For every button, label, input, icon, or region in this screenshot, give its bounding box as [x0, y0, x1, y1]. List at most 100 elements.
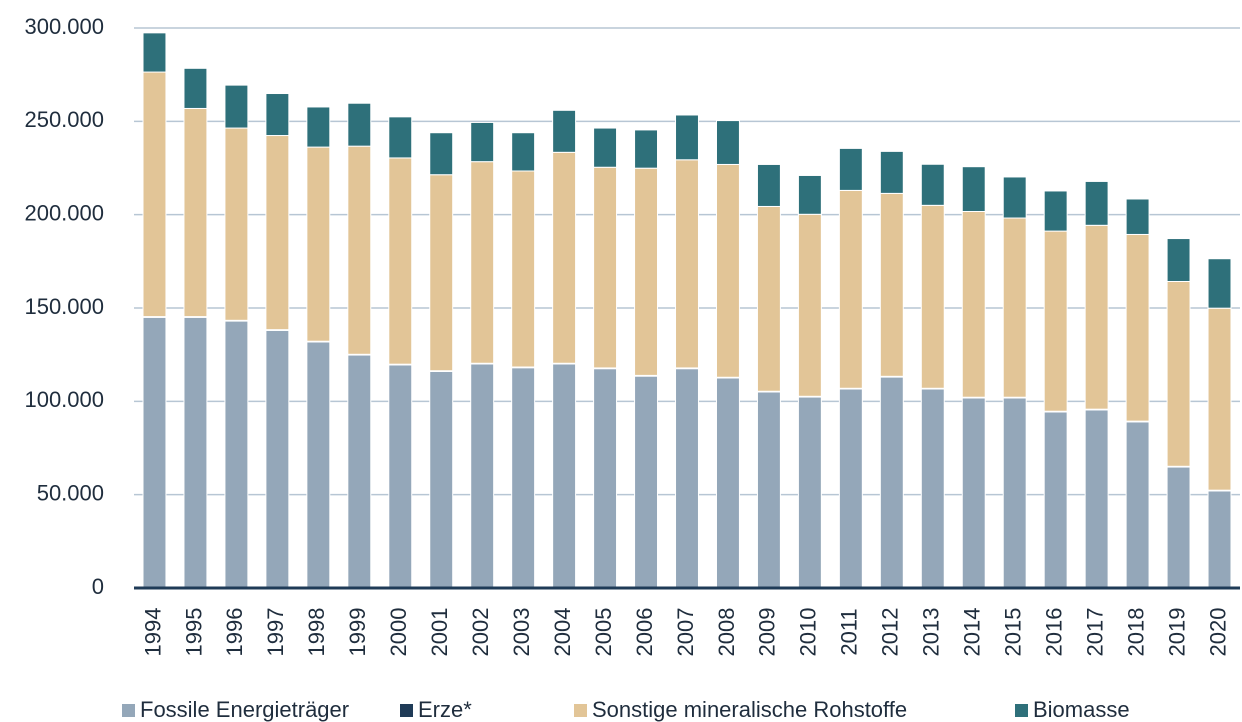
bar-segment	[838, 189, 863, 389]
bar-segment	[1043, 230, 1068, 412]
bar-segment	[961, 210, 986, 398]
x-tick-label: 2014	[960, 608, 985, 657]
bar-segment	[1125, 233, 1150, 422]
bar-segment	[797, 396, 822, 589]
bar-segment	[1125, 198, 1150, 235]
x-tick-label: 2001	[427, 608, 452, 657]
bar-segment	[142, 71, 167, 318]
y-tick-label: 200.000	[24, 200, 104, 225]
bar-segment	[306, 341, 331, 589]
bar-segment	[920, 204, 945, 389]
x-tick-label: 1996	[222, 608, 247, 657]
bar-segment	[388, 157, 413, 365]
x-tick-label: 2020	[1205, 608, 1230, 657]
bar-segment	[879, 376, 904, 589]
bar-segment	[429, 370, 454, 589]
bar-segment	[511, 132, 536, 172]
bar-segment	[429, 174, 454, 372]
x-tick-label: 2006	[632, 608, 657, 657]
x-tick-label: 1997	[263, 608, 288, 657]
legend-label: Sonstige mineralische Rohstoffe	[592, 697, 907, 722]
bar-segment	[1166, 280, 1191, 467]
bar-segment	[920, 163, 945, 206]
bar-segment	[183, 67, 208, 109]
bar-segment	[675, 159, 699, 369]
bar-segment	[347, 102, 372, 147]
bar-segment	[265, 135, 290, 331]
bar-segment	[142, 316, 167, 589]
bar-segment	[265, 93, 290, 137]
bar-segment	[306, 106, 331, 148]
bar-segment	[511, 367, 536, 589]
bar-segment	[470, 363, 495, 589]
bar-segment	[1002, 176, 1027, 219]
x-tick-label: 2013	[919, 608, 944, 657]
x-tick-label: 2004	[550, 608, 575, 657]
bar-segment	[756, 205, 781, 392]
bar-segment	[838, 147, 863, 191]
x-tick-label: 2008	[714, 608, 739, 657]
x-tick-label: 2015	[1001, 608, 1026, 657]
bar-segment	[183, 316, 208, 589]
legend-swatch	[1015, 704, 1028, 717]
x-tick-label: 2019	[1164, 608, 1189, 657]
x-tick-label: 2011	[837, 608, 862, 655]
x-tick-label: 2017	[1082, 608, 1107, 657]
bar-segment	[1043, 190, 1068, 232]
bar-segment	[879, 192, 904, 377]
bar-segment	[265, 329, 290, 589]
x-tick-label: 1995	[181, 608, 206, 657]
bar-segment	[388, 364, 413, 589]
legend-label: Erze*	[418, 697, 472, 722]
bar-segment	[306, 146, 331, 342]
x-tick-label: 2010	[796, 608, 821, 657]
y-tick-label: 250.000	[24, 107, 104, 132]
bar-segment	[920, 388, 945, 589]
bar-segment	[347, 354, 372, 589]
bar-segment	[1166, 466, 1191, 589]
x-tick-label: 2016	[1041, 608, 1066, 657]
bar-segment	[142, 32, 167, 73]
bar-segment	[1084, 224, 1109, 410]
bar-segment	[470, 161, 495, 364]
x-tick-label: 2012	[878, 608, 903, 657]
bar-segment	[224, 127, 249, 321]
bar-segment	[1207, 490, 1232, 589]
y-tick-label: 50.000	[37, 480, 104, 505]
bar-segment	[715, 163, 740, 378]
x-tick-label: 2005	[591, 608, 616, 657]
bar-segment	[756, 391, 781, 589]
bar-segment	[1002, 397, 1027, 589]
bar-segment	[675, 368, 699, 589]
x-tick-label: 2009	[755, 608, 780, 657]
bar-segment	[470, 121, 495, 163]
y-tick-label: 0	[92, 574, 104, 599]
bar-segment	[838, 388, 863, 589]
bar-segment	[347, 145, 372, 355]
y-tick-label: 150.000	[24, 294, 104, 319]
bar-segment	[552, 151, 577, 364]
bar-segment	[715, 120, 740, 165]
x-tick-label: 1994	[140, 608, 165, 657]
bar-segment	[797, 174, 822, 215]
bar-segment	[1002, 217, 1027, 398]
bar-segment	[634, 167, 659, 376]
bar-segment	[1043, 411, 1068, 589]
y-tick-label: 300.000	[24, 14, 104, 39]
bar-segment	[552, 109, 577, 153]
bar-segment	[961, 166, 986, 212]
x-tick-label: 2003	[509, 608, 534, 657]
bar-segment	[961, 397, 986, 589]
bar-segment	[715, 377, 740, 589]
bar-segment	[429, 132, 454, 176]
bar-segment	[675, 114, 699, 161]
x-tick-label: 1998	[304, 608, 329, 657]
legend-label: Fossile Energieträger	[140, 697, 349, 722]
bar-segment	[797, 213, 822, 397]
x-tick-label: 2007	[673, 608, 698, 657]
bar-segment	[388, 116, 413, 159]
y-tick-label: 100.000	[24, 387, 104, 412]
bar-segment	[879, 150, 904, 194]
legend-swatch	[122, 704, 135, 717]
